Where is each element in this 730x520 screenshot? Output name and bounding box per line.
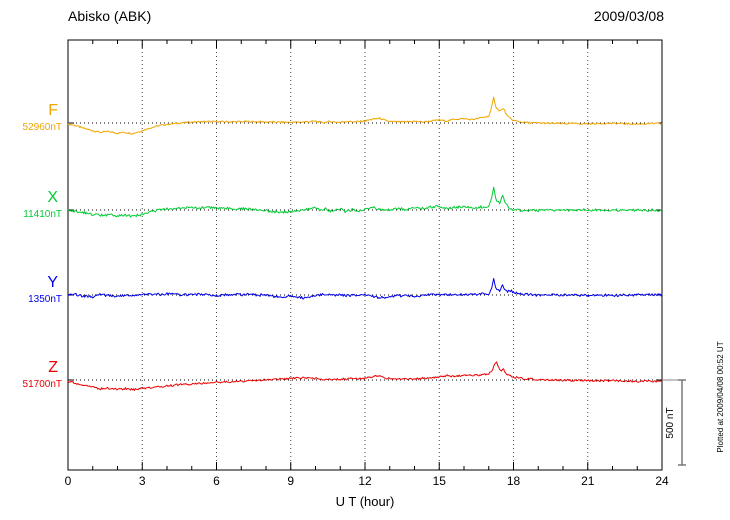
series-Y bbox=[67, 277, 663, 300]
series-Z bbox=[67, 361, 663, 392]
station-title: Abisko (ABK) bbox=[68, 8, 152, 24]
channel-letter-y: Y bbox=[47, 274, 58, 291]
plotted-at-note: Plotted at 2009/04/08 00:52 UT bbox=[716, 341, 725, 453]
channel-baseline-f: 52960nT bbox=[22, 122, 62, 133]
x-tick-label: 24 bbox=[655, 474, 669, 488]
scale-bar-label: 500 nT bbox=[665, 407, 676, 439]
x-axis-title: U T (hour) bbox=[335, 494, 395, 509]
series-X bbox=[67, 186, 663, 218]
channel-baseline-x: 11410nT bbox=[23, 209, 62, 220]
x-tick-label: 9 bbox=[287, 474, 295, 488]
channel-letter-f: F bbox=[48, 102, 58, 119]
channel-label-y: Y 1350nT bbox=[0, 275, 62, 305]
channel-label-f: F 52960nT bbox=[0, 103, 62, 133]
channel-baseline-y: 1350nT bbox=[28, 294, 62, 305]
channel-label-z: Z 51700nT bbox=[0, 360, 62, 390]
series-F bbox=[67, 96, 663, 135]
x-tick-label: 0 bbox=[64, 474, 72, 488]
x-tick-label: 6 bbox=[213, 474, 220, 488]
channel-baseline-z: 51700nT bbox=[22, 379, 62, 390]
x-tick-label: 21 bbox=[581, 474, 595, 488]
channel-letter-z: Z bbox=[48, 359, 58, 376]
channel-label-x: X 11410nT bbox=[0, 190, 62, 220]
x-tick-label: 18 bbox=[506, 474, 521, 488]
gridlines bbox=[68, 40, 662, 470]
channel-letter-x: X bbox=[47, 189, 58, 206]
x-tick-label: 15 bbox=[432, 474, 446, 488]
axis-ticks bbox=[67, 40, 663, 470]
scale-bar bbox=[662, 379, 686, 466]
x-tick-label: 3 bbox=[138, 474, 146, 488]
plot-date: 2009/03/08 bbox=[593, 8, 664, 24]
x-tick-label: 12 bbox=[358, 474, 372, 488]
